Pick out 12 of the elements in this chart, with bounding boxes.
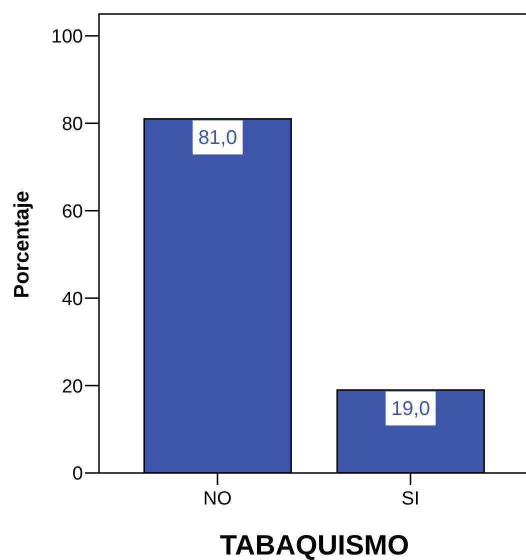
y-tick-label: 100 — [51, 26, 83, 48]
y-tick-label: 80 — [62, 114, 83, 136]
data-label: 81,0 — [198, 126, 238, 149]
x-tick-label: SI — [402, 488, 420, 510]
y-tick-label: 60 — [62, 201, 83, 222]
y-tick-label: 20 — [62, 376, 83, 398]
y-tick-label: 40 — [62, 288, 83, 310]
x-axis-title: TABAQUISMO — [220, 530, 410, 560]
y-axis-title: Porcentaje — [10, 190, 34, 298]
y-tick-label: 0 — [72, 464, 83, 485]
x-tick-label: NO — [203, 488, 232, 510]
data-label: 19,0 — [391, 398, 430, 420]
